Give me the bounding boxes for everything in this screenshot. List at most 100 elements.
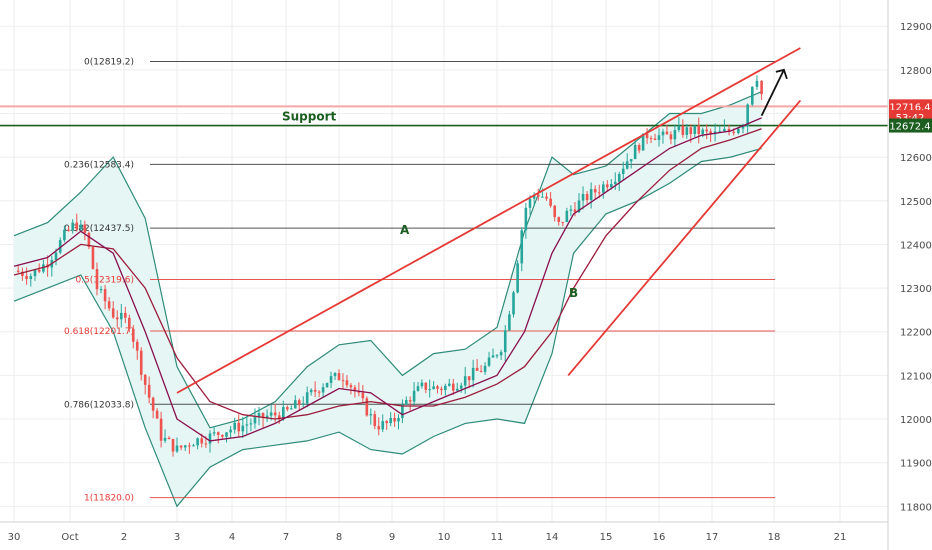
candle-body-175	[723, 128, 726, 132]
candle-body-124	[516, 263, 519, 293]
candle-body-13	[71, 222, 74, 231]
candle-body-29	[135, 341, 139, 351]
candle-body-141	[585, 194, 589, 201]
candle-body-107	[448, 383, 451, 386]
time-tick-13: 17	[706, 532, 719, 543]
time-tick-0: 30	[8, 532, 21, 543]
candle-body-178	[737, 128, 740, 134]
candle-body-0	[16, 270, 20, 272]
ma-fast-line	[13, 117, 762, 442]
candle-body-128	[532, 194, 536, 199]
candle-body-143	[593, 189, 597, 193]
price-axis[interactable]: 11800.0 11900.0 12000.0 12100.0 12200.0 12300…	[887, 0, 932, 550]
trendline-A	[176, 47, 801, 394]
candle-body-33	[151, 397, 155, 411]
candle-body-146	[606, 184, 609, 188]
arrow-shaft	[760, 69, 785, 117]
price-tick-2: 12000.0	[900, 415, 932, 426]
candle-body-91	[385, 421, 388, 424]
time-tick-7: 9	[389, 532, 395, 543]
candle-body-43	[192, 445, 195, 447]
candle-body-18	[91, 246, 95, 270]
candle-body-92	[389, 417, 392, 424]
candle-body-142	[589, 189, 593, 201]
candle-body-123	[512, 292, 515, 315]
candle-body-45	[200, 438, 204, 444]
candle-body-99	[416, 386, 420, 391]
candle-body-183	[760, 80, 763, 95]
candle-body-126	[524, 207, 528, 231]
time-tick-14: 18	[768, 532, 781, 543]
candle-body-37	[167, 437, 171, 440]
candle-body-157	[649, 138, 653, 140]
candle-body-73	[313, 389, 317, 392]
candle-body-46	[204, 443, 208, 445]
candle-body-26	[124, 312, 127, 318]
candle-body-119	[495, 355, 499, 357]
candle-body-135	[561, 221, 565, 223]
candle-body-147	[610, 183, 613, 188]
candle-body-149	[617, 174, 621, 182]
candle-body-24	[115, 317, 119, 320]
candle-body-155	[641, 133, 645, 151]
candle-body-38	[171, 439, 175, 452]
time-tick-15: 21	[834, 532, 847, 543]
candle-body-86	[365, 398, 369, 416]
candle-body-165	[681, 125, 685, 135]
fib-level-label-2: 0.382(12437.5)	[64, 224, 134, 234]
time-tick-10: 14	[546, 532, 559, 543]
candle-body-140	[581, 194, 585, 201]
candle-body-152	[629, 159, 633, 162]
candle-body-103	[432, 386, 435, 390]
candle-body-90	[381, 421, 385, 430]
candle-body-112	[467, 376, 471, 381]
candle-body-113	[471, 367, 475, 381]
candle-body-118	[491, 355, 495, 358]
bollinger-upper-line	[13, 91, 762, 429]
candle-body-11	[63, 229, 66, 241]
price-tick-3: 12100.0	[900, 371, 932, 382]
candle-body-182	[755, 80, 759, 87]
time-tick-2: 2	[121, 532, 127, 543]
candle-body-23	[111, 308, 115, 318]
candle-body-167	[689, 127, 693, 135]
time-axis[interactable]: 30 Oct 2 3 4 7 8 9 10 11 14 15 16 17 18 21	[0, 521, 888, 543]
candle-body-53	[233, 422, 236, 430]
candle-body-104	[436, 386, 439, 389]
candle-body-158	[653, 138, 657, 140]
candle-body-55	[241, 425, 245, 432]
candle-body-138	[573, 209, 577, 213]
candle-body-39	[175, 445, 179, 452]
candle-body-61	[265, 415, 269, 419]
fib-level-label-5: 0.786(12033.8)	[64, 400, 134, 410]
trendlines: AB	[176, 47, 802, 394]
trendline-B	[567, 99, 802, 376]
price-tag-label-2: 12672.4	[889, 122, 930, 133]
candle-body-83	[353, 387, 357, 392]
price-tick-8: 12600.0	[900, 153, 932, 164]
candle-body-20	[99, 289, 103, 291]
candle-body-114	[475, 367, 479, 371]
candle-body-72	[309, 389, 313, 393]
candle-body-31	[143, 374, 147, 385]
candle-body-60	[261, 413, 265, 419]
time-tick-5: 7	[283, 532, 289, 543]
candle-body-6	[42, 264, 45, 272]
candle-body-49	[216, 432, 220, 435]
candle-body-82	[349, 385, 353, 388]
time-tick-8: 10	[438, 532, 451, 543]
candle-body-150	[621, 168, 625, 175]
candle-body-16	[83, 224, 87, 233]
candle-body-28	[131, 328, 135, 342]
time-tick-9: 11	[491, 532, 504, 543]
candle-body-134	[557, 217, 561, 222]
candle-body-36	[163, 437, 167, 441]
candle-body-117	[487, 357, 491, 366]
candle-body-76	[325, 382, 329, 388]
candle-body-93	[393, 417, 396, 422]
fib-level-label-3: 0.5(12319.6)	[75, 276, 134, 286]
candle-body-127	[528, 198, 532, 208]
candle-body-144	[597, 192, 601, 194]
time-tick-4: 4	[229, 532, 235, 543]
candle-body-169	[697, 125, 701, 134]
